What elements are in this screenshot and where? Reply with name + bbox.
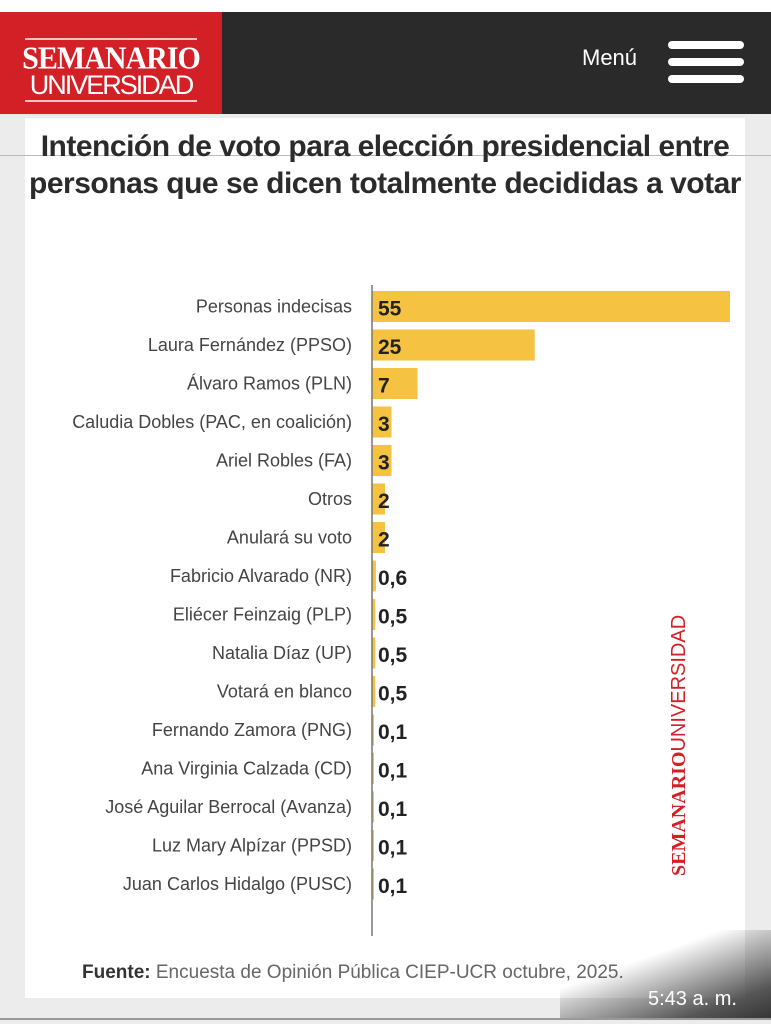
category-label: Votará en blanco [217,682,352,702]
logo-top-text: SEMANARIO [22,41,201,76]
bar [372,329,535,361]
status-time: 5:43 a. m. [648,988,737,1010]
bar [372,406,392,438]
bar [372,291,730,322]
source-label: Fuente: [82,962,151,983]
bottom-divider [0,1018,771,1020]
bar [372,791,374,823]
logo-bottom-text: UNIVERSIDAD [29,70,195,100]
value-label: 2 [378,490,390,513]
value-label: 0,5 [378,683,408,706]
category-label: Fernando Zamora (PNG) [152,720,352,740]
bar [372,560,376,592]
top-strip [0,0,771,12]
menu-label[interactable]: Menú [582,45,638,70]
hamburger-menu-icon[interactable] [668,41,744,87]
article-card [25,118,745,998]
bar [372,483,386,515]
status-overlay [560,930,771,1020]
category-label: Ariel Robles (FA) [216,451,352,471]
divider [0,155,771,156]
bar [372,753,374,784]
value-label: 0,1 [378,837,408,860]
value-label: 55 [378,298,402,321]
category-label: Personas indecisas [196,297,352,317]
value-label: 7 [378,375,390,398]
category-label: Eliécer Feinzaig (PLP) [173,605,352,625]
value-label: 0,6 [378,567,407,590]
value-label: 0,1 [378,760,408,783]
bar [372,830,374,861]
value-label: 0,1 [378,721,408,744]
value-label: 2 [378,529,390,552]
bar [372,368,418,399]
value-label: 3 [378,452,390,475]
bar [372,637,376,669]
category-label: Otros [308,489,352,509]
watermark-logo: SEMANARIOUNIVERSIDAD [668,614,690,876]
category-label: Luz Mary Alpízar (PPSD) [152,836,352,856]
category-label: Anulará su voto [227,528,352,548]
value-label: 0,1 [378,875,408,898]
category-label: Caludia Dobles (PAC, en coalición) [72,412,352,432]
category-label: Ana Virginia Calzada (CD) [141,759,352,779]
chart-title: Intención de voto para elección presiden… [29,130,741,200]
category-label: Natalia Díaz (UP) [212,643,352,663]
bar [372,445,392,476]
category-label: Juan Carlos Hidalgo (PUSC) [123,874,352,894]
value-label: 3 [378,413,390,436]
site-header: SEMANARIO UNIVERSIDAD Menú [0,12,771,114]
category-label: Álvaro Ramos (PLN) [187,374,352,394]
source-text: Encuesta de Opinión Pública CIEP-UCR oct… [150,962,624,983]
value-label: 0,1 [378,798,408,821]
bar [372,599,376,630]
value-label: 0,5 [378,606,408,629]
bar [372,714,374,746]
category-label: Fabricio Alvarado (NR) [170,566,352,586]
value-label: 0,5 [378,644,408,667]
source-note: Fuente: Encuesta de Opinión Pública CIEP… [82,962,624,984]
bar [372,676,376,707]
category-label: Laura Fernández (PPSO) [148,335,352,355]
bar [372,868,374,900]
bar [372,522,386,553]
value-label: 25 [378,336,402,359]
category-label: José Aguilar Berrocal (Avanza) [105,797,352,817]
site-logo[interactable]: SEMANARIO UNIVERSIDAD [0,12,222,114]
